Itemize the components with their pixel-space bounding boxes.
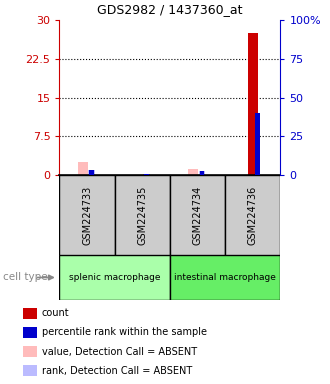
Bar — [23, 346, 37, 357]
Bar — [88, 170, 95, 175]
Title: GDS2982 / 1437360_at: GDS2982 / 1437360_at — [97, 3, 243, 16]
Text: GSM224736: GSM224736 — [248, 185, 258, 245]
Bar — [59, 255, 170, 300]
Text: count: count — [42, 308, 69, 318]
Bar — [225, 175, 280, 255]
Bar — [59, 175, 115, 255]
Text: rank, Detection Call = ABSENT: rank, Detection Call = ABSENT — [42, 366, 192, 376]
Text: percentile rank within the sample: percentile rank within the sample — [42, 328, 207, 338]
Bar — [89, 170, 94, 175]
Bar — [115, 175, 170, 255]
Bar — [255, 113, 260, 175]
Bar — [200, 171, 204, 175]
Bar — [199, 171, 205, 175]
Bar — [144, 174, 150, 175]
Text: GSM224735: GSM224735 — [137, 185, 147, 245]
Bar — [248, 33, 258, 175]
Text: splenic macrophage: splenic macrophage — [69, 273, 160, 282]
Text: value, Detection Call = ABSENT: value, Detection Call = ABSENT — [42, 346, 197, 356]
Text: cell type: cell type — [3, 273, 48, 283]
Bar — [188, 169, 198, 175]
Bar — [170, 175, 225, 255]
Bar — [23, 327, 37, 338]
Text: GSM224733: GSM224733 — [82, 185, 92, 245]
Bar — [23, 308, 37, 319]
Bar — [78, 162, 87, 175]
Text: intestinal macrophage: intestinal macrophage — [174, 273, 276, 282]
Bar — [23, 365, 37, 376]
Bar — [170, 255, 280, 300]
Text: GSM224734: GSM224734 — [193, 185, 203, 245]
Bar — [145, 174, 149, 175]
